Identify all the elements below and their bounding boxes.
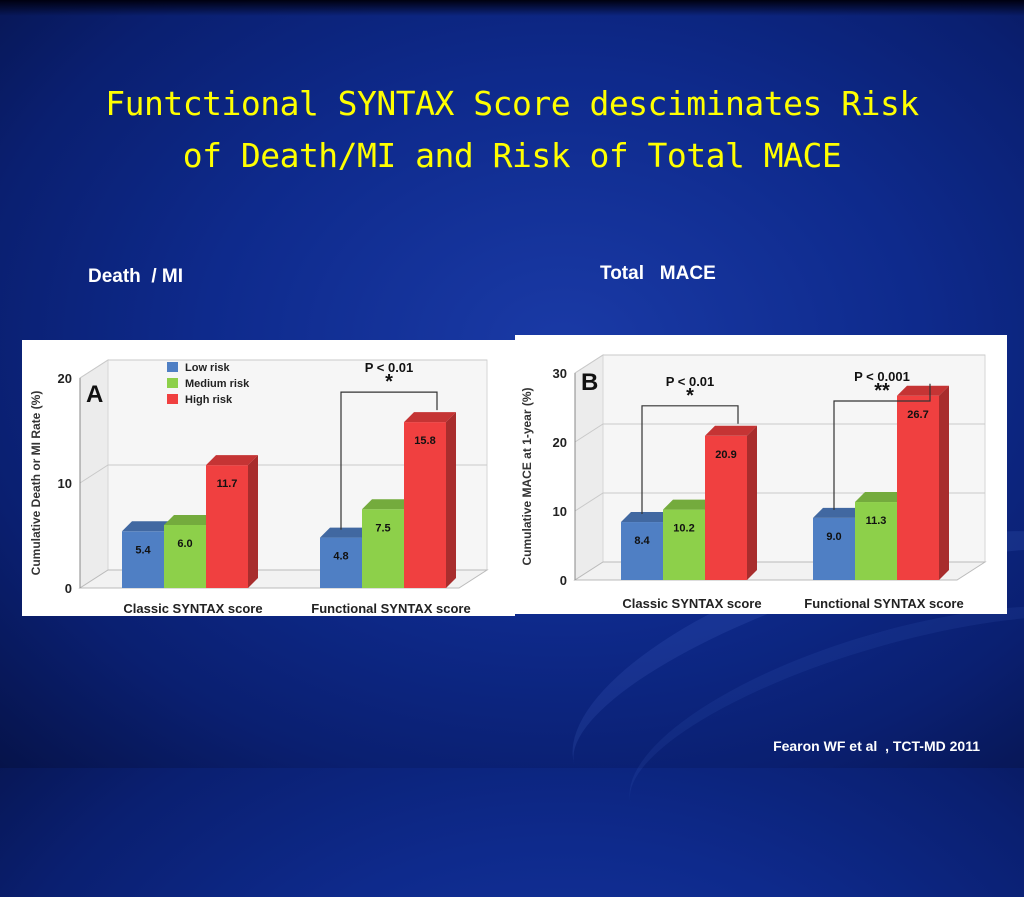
data-label: 20.9 (715, 449, 736, 461)
data-label: 9.0 (826, 531, 841, 543)
p-value-label: P < 0.001 (854, 369, 910, 384)
gridline (79, 464, 487, 484)
bar (897, 395, 939, 580)
bar-top (705, 425, 757, 436)
bar (404, 422, 446, 588)
bar (705, 435, 747, 580)
chart-a: 0 10 20 Cumulative Death or MI Rate (%) A 5.4… (29, 359, 489, 616)
top-band (0, 0, 1024, 16)
data-label: 4.8 (333, 551, 348, 563)
y-axis-label: Cumulative MACE at 1-year (%) (520, 387, 534, 565)
y-axis-label: Cumulative Death or MI Rate (%) (29, 391, 43, 576)
data-label: 5.4 (135, 544, 151, 556)
significance-stars: * (686, 385, 694, 407)
legend-swatch (167, 362, 178, 372)
significance-bracket (340, 391, 438, 530)
y-tick-label: 10 (58, 476, 72, 491)
legend-swatch (167, 394, 178, 404)
data-label: 7.5 (375, 522, 390, 534)
bar-side (747, 425, 757, 580)
bar (855, 502, 897, 580)
bar-top (663, 499, 715, 510)
panel-letter: A (86, 381, 103, 408)
category-label: Functional SYNTAX score (804, 596, 963, 611)
category-label: Classic SYNTAX score (123, 601, 262, 616)
legend-label: Medium risk (185, 378, 250, 390)
bar-side (939, 385, 949, 580)
bar-top (164, 515, 216, 525)
category-label: Functional SYNTAX score (311, 601, 470, 616)
bar (813, 517, 855, 580)
bar-top (206, 455, 258, 466)
slide-title: Funtctional SYNTAX Score desciminates Ri… (105, 84, 919, 175)
legend-swatch (167, 378, 178, 388)
gridline (574, 423, 985, 443)
y-tick-label: 20 (58, 371, 72, 386)
y-tick-label: 0 (560, 573, 567, 588)
data-label: 11.7 (217, 478, 238, 490)
bar (320, 537, 362, 588)
bar-top (813, 507, 865, 518)
bar (362, 509, 404, 588)
data-label: 15.8 (414, 435, 435, 447)
data-label: 6.0 (177, 538, 192, 550)
bar-top (621, 512, 673, 523)
y-tick-label: 20 (553, 435, 567, 450)
gridline (574, 354, 985, 374)
p-value-label: P < 0.01 (365, 360, 414, 375)
bar (164, 525, 206, 588)
data-label: 8.4 (634, 535, 650, 547)
bar (122, 531, 164, 588)
chart-b: 0 10 20 30 Cumulative MACE at 1-year (%) B 8.4… (520, 354, 987, 611)
significance-stars: * (385, 371, 393, 393)
bar (206, 465, 248, 588)
bar (663, 509, 705, 580)
citation: Fearon WF et al , TCT-MD 2011 (773, 738, 980, 754)
bar-top (362, 499, 414, 510)
bar-side (446, 412, 456, 588)
category-label: Classic SYNTAX score (622, 596, 761, 611)
panel-letter: B (581, 369, 598, 396)
significance-bracket (833, 383, 931, 510)
p-value-label: P < 0.01 (666, 374, 715, 389)
bar-top (122, 521, 174, 532)
data-label: 10.2 (673, 523, 694, 535)
gridline (79, 359, 487, 379)
significance-stars: ** (874, 380, 890, 402)
gridline (574, 492, 985, 512)
bar-top (404, 412, 456, 423)
bar-top (855, 492, 907, 503)
significance-bracket (641, 405, 739, 515)
y-tick-label: 30 (553, 366, 567, 381)
bar-side (248, 455, 258, 588)
bar-top (897, 385, 949, 396)
data-label: 26.7 (907, 409, 928, 421)
y-tick-label: 0 (65, 581, 72, 596)
y-tick-label: 10 (553, 504, 567, 519)
bar-top (320, 527, 372, 538)
chart-a-container: 0 10 20 Cumulative Death or MI Rate (%) A 5.4… (22, 340, 515, 616)
legend-label: Low risk (185, 362, 231, 374)
data-label: 11.3 (866, 515, 887, 527)
left-chart-label: Death / MI (88, 266, 184, 287)
right-chart-label: Total MACE (600, 263, 716, 284)
chart-b-container: 0 10 20 30 Cumulative MACE at 1-year (%) B 8.4… (515, 335, 1007, 614)
legend-label: High risk (185, 394, 233, 406)
bar (621, 522, 663, 580)
